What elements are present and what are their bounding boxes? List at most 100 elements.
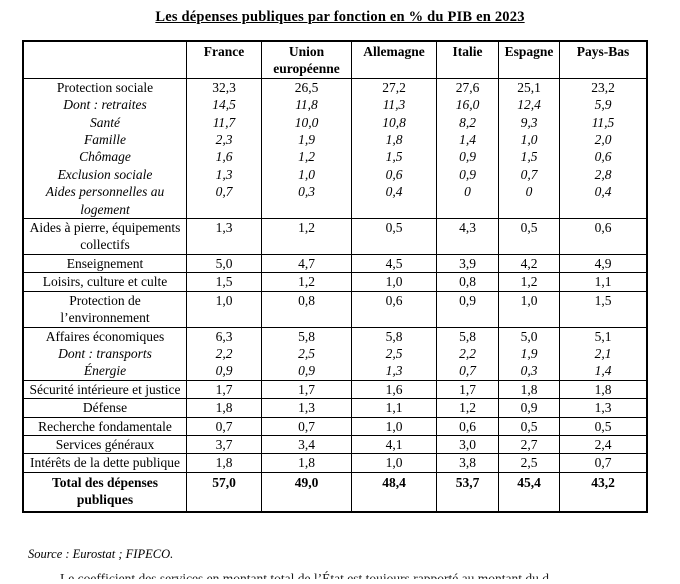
- value-cell: 1,2: [261, 273, 351, 291]
- value-cell: 0: [498, 183, 559, 219]
- value-cell: 53,7: [436, 472, 498, 511]
- table-group: Sécurité intérieure et justice 1,7 1,7 1,6 1…: [24, 379, 646, 399]
- table-row: Recherche fondamentale 0,7 0,7 1,0 0,6 0,5 0,5: [24, 417, 646, 435]
- row-label: Aides à pierre, équipements collectifs: [29, 220, 181, 253]
- table-group: Protection sociale 32,3 26,5 27,2 27,6 25,1 23…: [24, 77, 646, 219]
- value-cell: 1,7: [436, 380, 498, 399]
- value-cell: 49,0: [261, 472, 351, 511]
- row-label: Santé: [90, 114, 120, 130]
- value-cell: 1,7: [186, 380, 261, 399]
- header-empty-cell: [24, 42, 186, 78]
- value-cell: 0,3: [498, 362, 559, 380]
- column-header-allemagne: Allemagne: [351, 42, 436, 78]
- value-cell: 16,0: [436, 96, 498, 114]
- value-cell: 1,8: [498, 380, 559, 399]
- value-cell: 26,5: [261, 78, 351, 97]
- table-body: Protection sociale 32,3 26,5 27,2 27,6 25,1 23…: [24, 77, 646, 511]
- table-row: Services généraux 3,7 3,4 4,1 3,0 2,7 2,4: [24, 435, 646, 454]
- value-cell: 3,0: [436, 435, 498, 454]
- table-row: Intérêts de la dette publique 1,8 1,8 1,0 3,…: [24, 454, 646, 472]
- value-cell: 0,5: [498, 219, 559, 254]
- value-cell: 1,4: [559, 362, 646, 380]
- value-cell: 1,3: [186, 165, 261, 184]
- table-row: Famille 2,3 1,9 1,8 1,4 1,0 2,0: [24, 131, 646, 149]
- value-cell: 1,0: [498, 131, 559, 149]
- column-header-italie: Italie: [436, 42, 498, 78]
- value-cell: 0,5: [351, 219, 436, 254]
- value-cell: 2,7: [498, 435, 559, 454]
- value-cell: 0,7: [261, 417, 351, 435]
- row-label: Aides personnelles au logement: [45, 184, 165, 217]
- table-group: Protection de l’environnement 1,0 0,8 0,6 0,…: [24, 290, 646, 327]
- value-cell: 1,5: [498, 148, 559, 166]
- value-cell: 0,7: [436, 362, 498, 380]
- value-cell: 0,9: [261, 362, 351, 380]
- value-cell: 1,0: [498, 291, 559, 327]
- value-cell: 1,2: [261, 219, 351, 254]
- table-group: Total des dépenses publiques 57,0 49,0 48,4…: [24, 471, 646, 511]
- value-cell: 11,8: [261, 96, 351, 114]
- value-cell: 1,1: [351, 399, 436, 417]
- value-cell: 4,2: [498, 254, 559, 273]
- value-cell: 0,4: [351, 183, 436, 219]
- column-header-espagne: Espagne: [498, 42, 559, 78]
- value-cell: 1,1: [559, 273, 646, 291]
- page-title: Les dépenses publiques par fonction en %…: [155, 9, 525, 25]
- value-cell: 2,1: [559, 344, 646, 363]
- row-label: Recherche fondamentale: [38, 418, 172, 434]
- table-row: Dont : retraites 14,5 11,8 11,3 16,0 12,4 5,9: [24, 96, 646, 114]
- value-cell: 1,7: [261, 380, 351, 399]
- value-cell: 32,3: [186, 78, 261, 97]
- value-cell: 3,7: [186, 435, 261, 454]
- value-cell: 1,3: [559, 399, 646, 417]
- table-row: Exclusion sociale 1,3 1,0 0,6 0,9 0,7 2,8: [24, 165, 646, 184]
- value-cell: 5,8: [436, 327, 498, 345]
- source-note: Source : Eurostat ; FIPECO.: [28, 547, 174, 561]
- value-cell: 4,9: [559, 254, 646, 273]
- row-label: Dont : transports: [58, 345, 152, 361]
- table-group: Enseignement 5,0 4,7 4,5 3,9 4,2 4,9: [24, 253, 646, 273]
- value-cell: 0,9: [436, 291, 498, 327]
- value-cell: 0,6: [559, 148, 646, 166]
- value-cell: 2,5: [261, 344, 351, 363]
- value-cell: 2,4: [559, 435, 646, 454]
- value-cell: 1,8: [261, 454, 351, 472]
- value-cell: 8,2: [436, 113, 498, 132]
- value-cell: 0,8: [261, 291, 351, 327]
- value-cell: 0,7: [186, 417, 261, 435]
- value-cell: 2,2: [186, 344, 261, 363]
- row-label: Sécurité intérieure et justice: [29, 381, 181, 397]
- value-cell: 1,3: [261, 399, 351, 417]
- value-cell: 0,6: [436, 417, 498, 435]
- value-cell: 0,5: [559, 417, 646, 435]
- value-cell: 10,8: [351, 113, 436, 132]
- row-label: Affaires économiques: [45, 328, 165, 344]
- value-cell: 25,1: [498, 78, 559, 97]
- column-header-france: France: [186, 42, 261, 78]
- value-cell: 23,2: [559, 78, 646, 97]
- value-cell: 1,0: [186, 291, 261, 327]
- row-label: Services généraux: [55, 436, 155, 452]
- value-cell: 1,0: [351, 454, 436, 472]
- value-cell: 5,0: [498, 327, 559, 345]
- table-row: Dont : transports 2,2 2,5 2,5 2,2 1,9 2,1: [24, 344, 646, 363]
- table-row: Protection de l’environnement 1,0 0,8 0,6 0,…: [24, 291, 646, 327]
- table-row: Aides à pierre, équipements collectifs 1,…: [24, 219, 646, 254]
- value-cell: 4,5: [351, 254, 436, 273]
- value-cell: 1,2: [261, 148, 351, 166]
- value-cell: 1,5: [559, 291, 646, 327]
- value-cell: 2,5: [351, 344, 436, 363]
- value-cell: 0,7: [186, 183, 261, 219]
- value-cell: 5,9: [559, 96, 646, 114]
- value-cell: 0,6: [351, 165, 436, 184]
- table-group: Loisirs, culture et culte 1,5 1,2 1,0 0,8 1,2…: [24, 272, 646, 291]
- value-cell: 48,4: [351, 472, 436, 511]
- value-cell: 5,0: [186, 254, 261, 273]
- table-row: Loisirs, culture et culte 1,5 1,2 1,0 0,8 1,2…: [24, 273, 646, 291]
- value-cell: 11,5: [559, 113, 646, 132]
- table-row: Aides personnelles au logement 0,7 0,3 0,4 0…: [24, 183, 646, 219]
- table-group: Recherche fondamentale 0,7 0,7 1,0 0,6 0,5 0,5: [24, 416, 646, 435]
- value-cell: 10,0: [261, 113, 351, 132]
- table-row: Affaires économiques 6,3 5,8 5,8 5,8 5,0 5,1: [24, 327, 646, 345]
- value-cell: 1,6: [186, 148, 261, 166]
